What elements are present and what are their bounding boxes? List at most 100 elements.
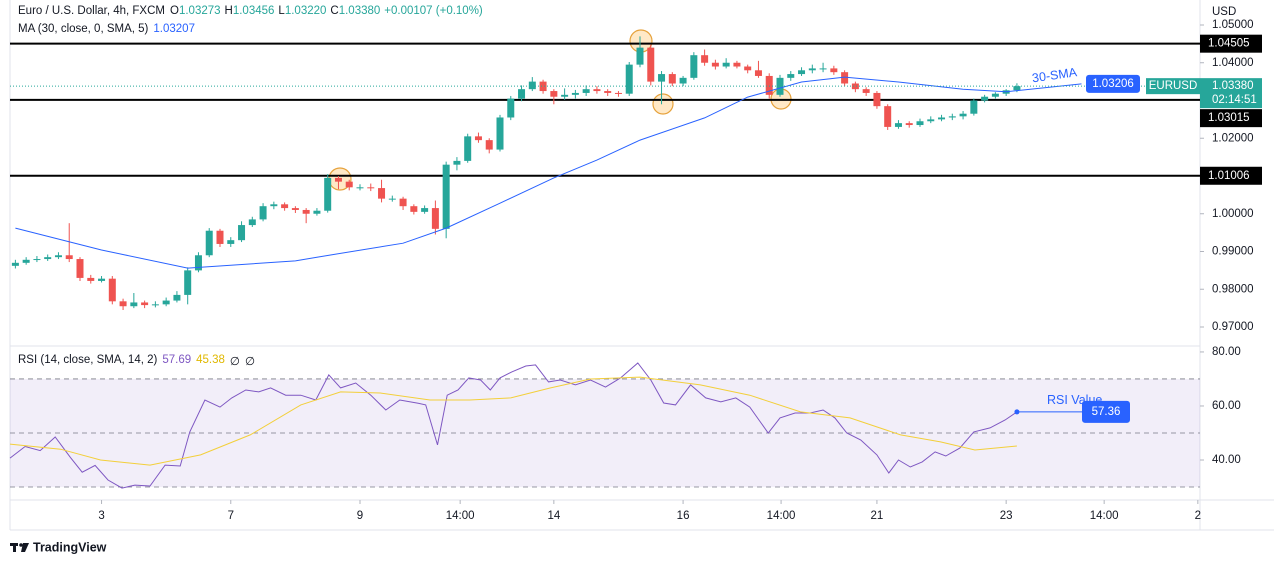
candle-body (54, 255, 62, 258)
price-tag-value: 1.03380 (1212, 80, 1254, 92)
candle-body (431, 208, 439, 229)
x-tick-label: 3 (98, 510, 104, 522)
candle-body (894, 123, 902, 127)
brand-logo (10, 543, 29, 552)
candle-body (787, 74, 795, 78)
logo-part (21, 543, 29, 552)
ohlc-value: 1.03456 (232, 5, 275, 17)
candle-body (22, 259, 30, 263)
candle-body (733, 62, 741, 67)
candle-body (259, 206, 267, 220)
level-tag-label: 1.03015 (1208, 112, 1250, 124)
x-tick-label: 14 (547, 510, 560, 522)
ohlc-value: +0.00107 (+0.10%) (384, 5, 483, 17)
ohlc-item: +0.00107 (+0.10%) (384, 5, 482, 17)
line (9, 376, 1017, 466)
candle-body (108, 278, 116, 302)
x-tick-label: 23 (1000, 510, 1013, 522)
candle-body (668, 74, 676, 84)
line (9, 362, 1018, 489)
y-tick-label: 1.04000 (1212, 57, 1254, 69)
x-tick-label: 14:00 (1090, 510, 1119, 522)
candle-body (658, 74, 666, 82)
candle-body (184, 270, 192, 295)
level-tag-label: 1.04505 (1208, 38, 1250, 50)
candle-body (367, 187, 375, 189)
candle-body (819, 68, 827, 70)
candle-body (141, 302, 149, 306)
candle-body (485, 140, 493, 150)
ohlc-value: 1.03220 (284, 5, 327, 17)
candle-body (356, 187, 364, 189)
candle-body (378, 188, 386, 199)
candle-body (442, 164, 450, 229)
candle-body (711, 62, 719, 67)
candle-body (959, 113, 967, 117)
candle-body (173, 294, 181, 301)
candle-body (421, 208, 429, 212)
candle-body (625, 64, 633, 94)
candle-body (205, 230, 213, 256)
logo-part (19, 543, 23, 547)
candle-body (410, 206, 418, 212)
candle-body (33, 259, 41, 261)
candle-body (119, 301, 127, 307)
rsi-title: RSI (14, close, SMA, 14, 2) (18, 354, 158, 366)
candle-body (636, 47, 644, 65)
rsi-value: 57.69 (162, 354, 192, 366)
symbol-title: Euro / U.S. Dollar, 4h, FXCM (18, 5, 165, 17)
ohlc-label: C (330, 5, 339, 17)
currency-label: USD (1212, 6, 1236, 18)
y-tick-label: 1.02000 (1212, 132, 1254, 144)
candle-body (130, 302, 138, 307)
candle-body (227, 240, 235, 244)
candle-body (302, 209, 310, 214)
highlight-circle (652, 93, 674, 115)
y-tick-label: 1.00000 (1212, 208, 1254, 220)
candle-body (162, 300, 170, 305)
candle-body (1013, 86, 1021, 91)
candle-body (238, 225, 246, 241)
rsi-legend: RSI (14, close, SMA, 14, 2) 57.69 45.38 … (18, 354, 255, 368)
candle-body (345, 181, 353, 188)
candle-body (11, 262, 19, 266)
candle-body (453, 160, 461, 165)
symbol-tag-label: EURUSD (1149, 80, 1198, 92)
y-tick-label: 1.05000 (1212, 19, 1254, 31)
rsi-extra: ∅ (244, 356, 255, 368)
candle-body (539, 81, 547, 92)
candle-body (76, 259, 84, 278)
price-tag-countdown: 02:14:51 (1212, 94, 1257, 106)
candle-body (948, 116, 956, 118)
candle-body (388, 198, 396, 200)
candle-body (496, 117, 504, 150)
candle-body (776, 77, 784, 95)
ohlc-item: H1.03456 (225, 5, 275, 17)
candle-body (679, 77, 687, 84)
candle-body (830, 68, 838, 73)
ohlc-values: O1.03273 H1.03456 L1.03220 C1.03380 +0.00107… (170, 5, 483, 17)
candle-body (550, 91, 558, 97)
rsi-tick-label: 80.00 (1212, 346, 1241, 358)
candle-body (507, 98, 515, 118)
candle-body (991, 93, 999, 97)
y-tick-label: 0.99000 (1212, 246, 1254, 258)
candle-body (313, 210, 321, 214)
candle-body (884, 106, 892, 127)
candle-body (281, 204, 289, 209)
rsi-ma-value: 45.38 (196, 354, 225, 366)
candle-body (464, 136, 472, 161)
candle-body (701, 55, 709, 63)
candle-body (927, 119, 935, 122)
candle-body (334, 177, 342, 182)
rsi-callout-dot (1014, 409, 1020, 415)
ohlc-label: L (278, 5, 285, 17)
candle-body (291, 208, 299, 210)
ohlc-value: 1.03273 (178, 5, 221, 17)
candle-body (744, 66, 752, 71)
ma-annotation: 30-SMA (1031, 65, 1078, 85)
candle-body (528, 81, 536, 90)
candle-body (44, 257, 52, 260)
